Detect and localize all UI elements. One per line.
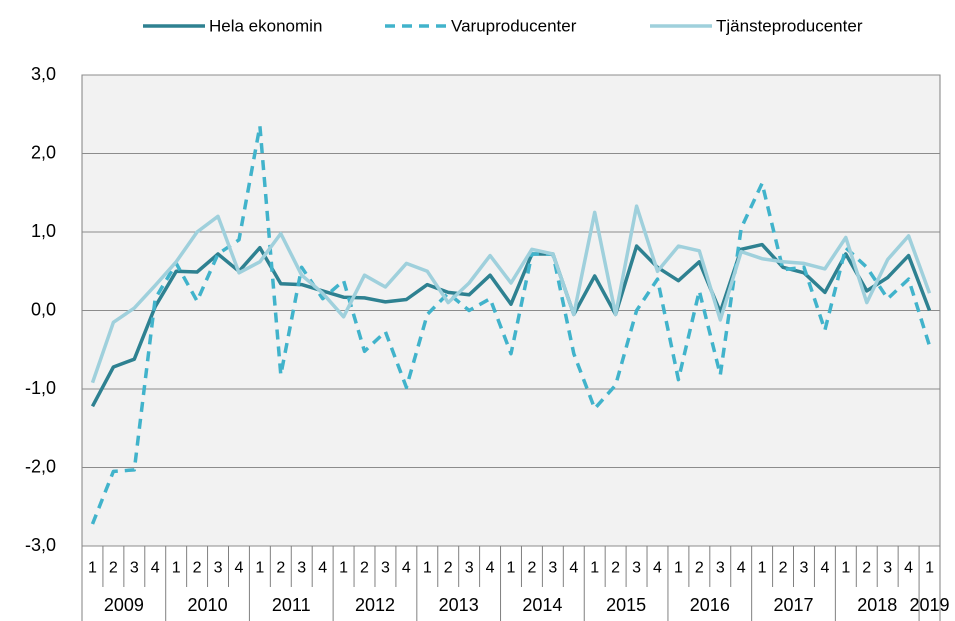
x-tick-label: 2 xyxy=(276,560,285,577)
y-tick-label: 3,0 xyxy=(31,64,56,84)
x-tick-label: 3 xyxy=(548,560,557,577)
x-tick-label: 1 xyxy=(758,560,767,577)
x-tick-label: 2 xyxy=(695,560,704,577)
year-label: 2015 xyxy=(606,595,646,615)
x-tick-label: 1 xyxy=(590,560,599,577)
legend-label: Varuproducenter xyxy=(451,16,577,35)
x-tick-label: 3 xyxy=(381,560,390,577)
x-tick-label: 1 xyxy=(88,560,97,577)
x-tick-label: 2 xyxy=(444,560,453,577)
year-label: 2010 xyxy=(188,595,228,615)
year-label: 2009 xyxy=(104,595,144,615)
x-tick-label: 4 xyxy=(569,560,578,577)
x-tick-label: 1 xyxy=(339,560,348,577)
y-tick-label: 0,0 xyxy=(31,299,56,319)
year-label: 2012 xyxy=(355,595,395,615)
x-tick-label: 1 xyxy=(507,560,516,577)
x-tick-label: 2 xyxy=(109,560,118,577)
legend-label: Hela ekonomin xyxy=(209,16,322,35)
x-tick-label: 2 xyxy=(611,560,620,577)
year-label: 2013 xyxy=(439,595,479,615)
x-tick-label: 2 xyxy=(360,560,369,577)
x-tick-label: 2 xyxy=(193,560,202,577)
year-label: 2011 xyxy=(272,595,311,615)
x-tick-label: 3 xyxy=(130,560,139,577)
x-tick-label: 3 xyxy=(800,560,809,577)
x-tick-label: 4 xyxy=(653,560,662,577)
year-label: 2018 xyxy=(857,595,897,615)
series-line xyxy=(90,124,932,525)
y-tick-label: -2,0 xyxy=(25,456,56,476)
x-tick-label: 1 xyxy=(423,560,432,577)
x-tick-label: 4 xyxy=(737,560,746,577)
x-tick-label: 2 xyxy=(779,560,788,577)
x-tick-label: 4 xyxy=(904,560,913,577)
x-tick-label: 1 xyxy=(925,560,934,577)
legend-label: Tjänsteproducenter xyxy=(716,16,863,35)
x-tick-label: 4 xyxy=(402,560,411,577)
x-tick-label: 4 xyxy=(318,560,327,577)
year-label: 2019 xyxy=(910,595,950,615)
x-tick-label: 1 xyxy=(172,560,181,577)
x-tick-label: 4 xyxy=(486,560,495,577)
x-tick-label: 2 xyxy=(862,560,871,577)
year-label: 2016 xyxy=(690,595,730,615)
series-line xyxy=(90,204,932,384)
y-tick-label: 2,0 xyxy=(31,142,56,162)
x-tick-label: 4 xyxy=(151,560,160,577)
x-tick-label: 3 xyxy=(465,560,474,577)
x-tick-label: 4 xyxy=(234,560,243,577)
x-tick-label: 3 xyxy=(214,560,223,577)
x-tick-label: 3 xyxy=(883,560,892,577)
x-tick-label: 1 xyxy=(674,560,683,577)
y-tick-label: -1,0 xyxy=(25,378,56,398)
x-tick-label: 1 xyxy=(841,560,850,577)
x-tick-label: 3 xyxy=(716,560,725,577)
y-tick-label: 1,0 xyxy=(31,221,56,241)
y-tick-label: -3,0 xyxy=(25,535,56,555)
x-tick-label: 4 xyxy=(820,560,829,577)
x-tick-label: 2 xyxy=(527,560,536,577)
x-tick-label: 3 xyxy=(297,560,306,577)
year-label: 2014 xyxy=(522,595,562,615)
year-label: 2017 xyxy=(773,595,813,615)
x-tick-label: 1 xyxy=(255,560,264,577)
x-tick-label: 3 xyxy=(632,560,641,577)
